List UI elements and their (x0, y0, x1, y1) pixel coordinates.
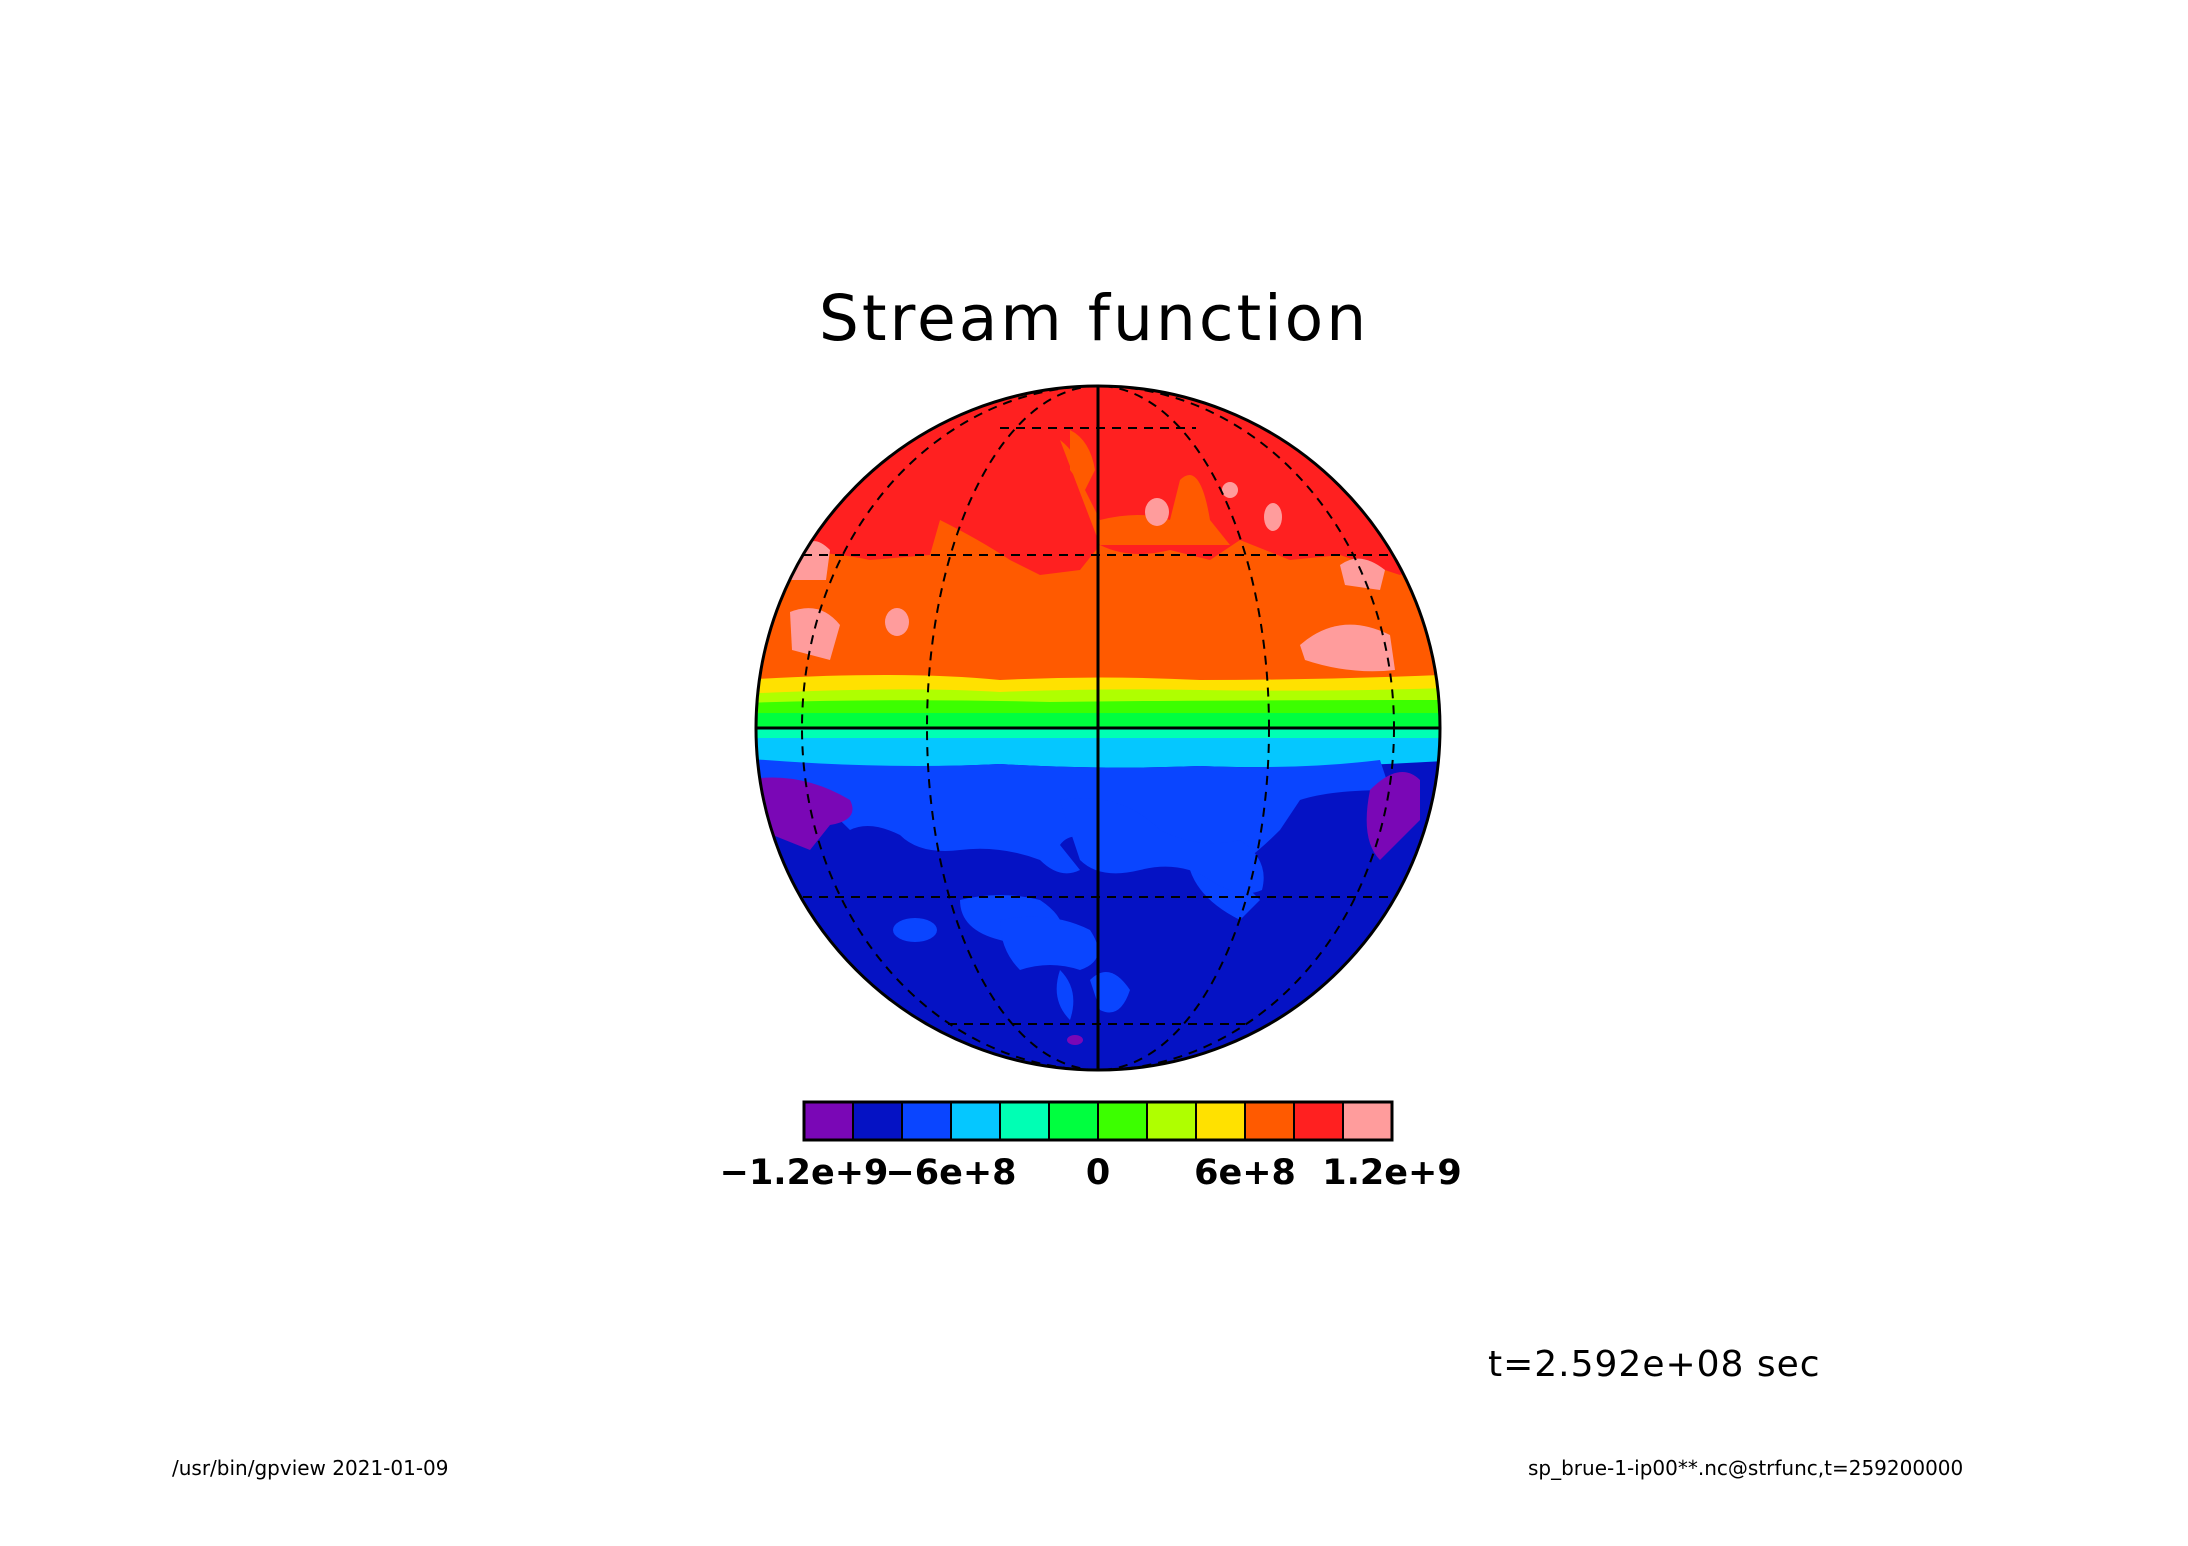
colorbar-swatch (1146, 1101, 1197, 1141)
colorbar-tick-label: 0 (1086, 1153, 1110, 1193)
field-orange-patch-2 (1070, 430, 1095, 490)
field-band-orange (756, 520, 1440, 710)
field-blue-patch (893, 918, 937, 942)
footer-right-text: sp_brue-1-ip00**.nc@strfunc,t=259200000 (1528, 1456, 1964, 1480)
colorbar-swatch (852, 1101, 903, 1141)
globe-outline (754, 384, 1442, 1072)
field-orange-patch (1060, 440, 1230, 545)
field-purple-cell (1067, 1035, 1083, 1045)
field-purple-cell (1366, 772, 1420, 860)
colorbar-swatch (1342, 1101, 1393, 1141)
colorbar-swatch (1048, 1101, 1099, 1141)
colorbar-swatch (1097, 1101, 1148, 1141)
colorbar-swatch (901, 1101, 952, 1141)
colorbar-swatch (1195, 1101, 1246, 1141)
field-pink-cell (790, 608, 840, 660)
field-pink-cell (1300, 624, 1395, 672)
colorbar-swatch (950, 1101, 1001, 1141)
colorbar-tick-label: −6e+8 (885, 1153, 1016, 1193)
colorbar (802, 1100, 1394, 1142)
field-band-green-2 (756, 713, 1440, 728)
field-pink-cell (790, 541, 830, 580)
field-blue-patch (1090, 972, 1130, 1013)
colorbar-swatch (803, 1101, 854, 1141)
colorbar-swatch (1293, 1101, 1344, 1141)
colorbar-tick-label: 6e+8 (1194, 1153, 1296, 1193)
field-pink-cell (1264, 503, 1282, 531)
colorbar-tick-label: 1.2e+9 (1322, 1153, 1461, 1193)
colorbar-tick-labels: −1.2e+9−6e+8 0 6e+8 1.2e+9 (720, 1153, 1462, 1193)
colorbar-swatch (1244, 1101, 1295, 1141)
field-pink-cell (1222, 482, 1238, 498)
footer-left-text: /usr/bin/gpview 2021-01-09 (172, 1456, 449, 1480)
colorbar-swatch (999, 1101, 1050, 1141)
time-label: t=2.592e+08 sec (1488, 1344, 1821, 1385)
field-blue-patch (1060, 798, 1264, 894)
colorbar-tick-label: −1.2e+9 (720, 1153, 889, 1193)
field-pink-cell (885, 608, 909, 636)
field-pink-cell (1145, 498, 1169, 526)
chart-title: Stream function (818, 282, 1370, 355)
field-blue-patch (1000, 916, 1098, 970)
field-blue-patch (1056, 970, 1074, 1020)
colorbar-outline (802, 1100, 1394, 1142)
field-band-cyan (756, 738, 1440, 768)
